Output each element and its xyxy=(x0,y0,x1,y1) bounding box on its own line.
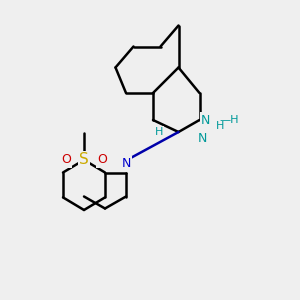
Text: O: O xyxy=(97,153,107,167)
Text: H: H xyxy=(155,127,163,137)
Text: H: H xyxy=(216,121,224,131)
Text: N: N xyxy=(198,131,207,145)
Text: S: S xyxy=(79,152,89,167)
Text: —H: —H xyxy=(219,115,239,125)
Text: N: N xyxy=(201,113,210,127)
Text: N: N xyxy=(121,157,131,170)
Text: O: O xyxy=(61,153,71,167)
